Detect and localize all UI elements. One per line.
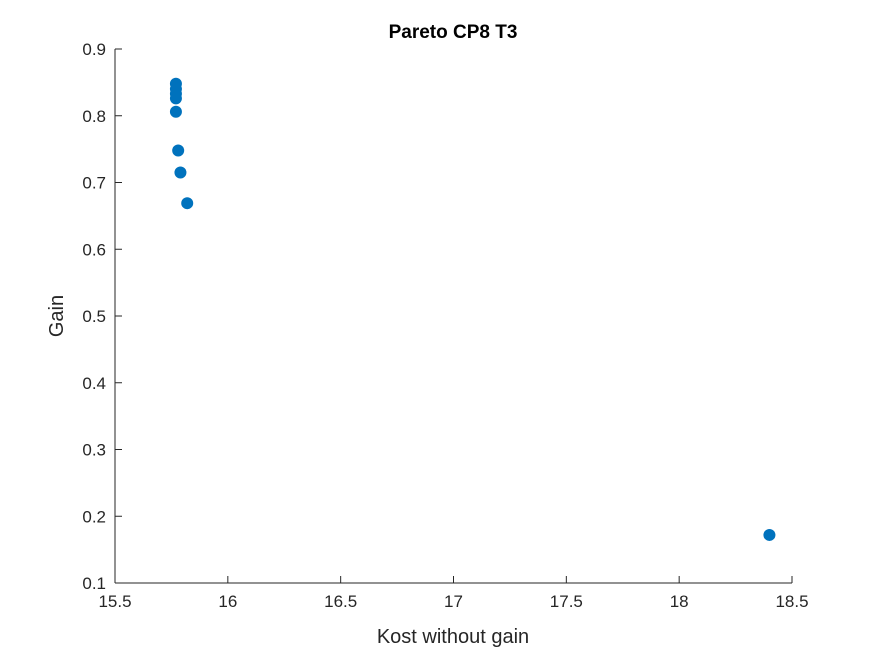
x-tick-label: 16.5 (324, 592, 357, 611)
data-point (169, 92, 182, 105)
y-axis-label: Gain (46, 295, 68, 337)
x-axis-label: Kost without gain (377, 626, 529, 648)
x-tick-label: 18 (670, 592, 689, 611)
y-tick-label: 0.4 (82, 374, 106, 393)
y-tick-label: 0.6 (82, 240, 106, 259)
data-point (172, 144, 185, 157)
y-tick-label: 0.1 (82, 574, 106, 593)
y-tick-label: 0.7 (82, 174, 106, 193)
x-tick-label: 16 (218, 592, 237, 611)
plot-area: 15.5 16 16.5 17 17.5 18 18.5 0.1 0.2 0.3 0.4 0.5 0.6… (82, 40, 808, 611)
data-point (169, 105, 182, 118)
data-point (763, 528, 776, 541)
x-tick-label: 15.5 (98, 592, 131, 611)
y-tick-label: 0.3 (82, 441, 106, 460)
x-tick-label: 17.5 (550, 592, 583, 611)
x-tick-label: 17 (444, 592, 463, 611)
y-tick-label: 0.5 (82, 307, 106, 326)
data-point (174, 166, 187, 179)
x-tick-label: 18.5 (775, 592, 808, 611)
data-point (181, 197, 194, 210)
chart-title: Pareto CP8 T3 (389, 22, 518, 43)
y-tick-label: 0.2 (82, 507, 106, 526)
y-tick-label: 0.9 (82, 40, 106, 59)
y-tick-label: 0.8 (82, 107, 106, 126)
